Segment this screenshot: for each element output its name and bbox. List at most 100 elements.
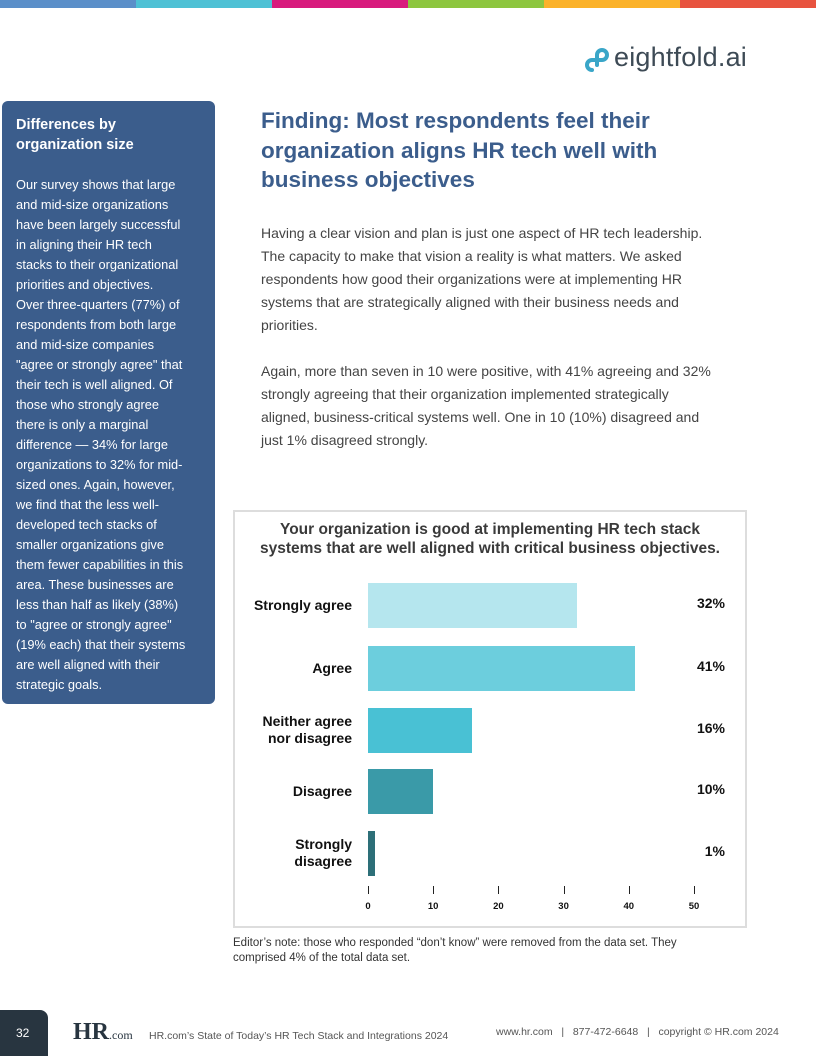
sidebar-text-line: priorities and objectives. bbox=[16, 277, 154, 292]
page-number: 32 bbox=[0, 1010, 48, 1056]
category-label-line: Disagree bbox=[292, 782, 352, 799]
x-tick-label: 20 bbox=[493, 901, 504, 912]
category-label: Strongly agree bbox=[254, 597, 352, 614]
sidebar-text-line: developed tech stacks of bbox=[16, 517, 157, 532]
bar-3 bbox=[368, 769, 434, 814]
sidebar-text-line: (19% each) that their systems bbox=[16, 637, 186, 652]
sidebar-text-line: "agree or strongly agree" that bbox=[16, 357, 183, 372]
sidebar-text-line: to "agree or strongly agree" bbox=[16, 617, 172, 632]
x-tick bbox=[433, 886, 435, 894]
infinity-link-icon bbox=[585, 48, 609, 72]
text-line: strongly agreeing that their organizatio… bbox=[261, 386, 669, 402]
footer-contact: www.hr.com | 877-472-6648 | copyright © … bbox=[496, 1026, 779, 1038]
logo-suffix: .com bbox=[109, 1028, 133, 1042]
category-label-line: Strongly bbox=[295, 836, 352, 852]
sidebar-text-line: and mid-size organizations bbox=[16, 197, 169, 212]
paragraph-1: Having a clear vision and plan is just o… bbox=[261, 222, 741, 337]
text-line: aligned, business-critical systems well.… bbox=[261, 409, 700, 425]
text-line: systems that are strategically aligned w… bbox=[261, 294, 679, 310]
text-line: just 1% disagreed strongly. bbox=[261, 432, 429, 448]
sidebar-text-line: in aligning their HR tech bbox=[16, 237, 152, 252]
x-tick bbox=[563, 886, 565, 894]
title-line: Finding: Most respondents feel their bbox=[261, 108, 650, 133]
bar-1 bbox=[368, 646, 636, 691]
value-label: 16% bbox=[696, 720, 725, 736]
x-tick bbox=[628, 886, 630, 894]
category-label: Strongly disagree bbox=[294, 836, 352, 870]
stripe-segment bbox=[0, 0, 136, 8]
x-tick bbox=[498, 886, 500, 894]
hr-com-logo: HR.com bbox=[73, 1019, 133, 1046]
sidebar-text-line: area. These businesses are bbox=[16, 577, 174, 592]
footer-report-title: HR.com’s State of Today’s HR Tech Stack … bbox=[149, 1030, 449, 1042]
x-tick-label: 40 bbox=[623, 901, 635, 912]
category-label: Disagree bbox=[293, 783, 352, 800]
sidebar-text-line: Our survey shows that large bbox=[16, 177, 176, 192]
paragraph-2: Again, more than seven in 10 were positi… bbox=[261, 360, 741, 452]
stripe-segment bbox=[544, 0, 680, 8]
chart-title-line: systems that are well aligned with criti… bbox=[259, 540, 720, 557]
category-label: Agree bbox=[312, 660, 352, 677]
category-label-line: Agree bbox=[312, 659, 352, 676]
sidebar-text-line: less than half as likely (38%) bbox=[16, 597, 179, 612]
editors-note: Editor’s note: those who responded “don’… bbox=[233, 936, 677, 966]
logo-text: eightfold.ai bbox=[614, 41, 747, 72]
text-line: Again, more than seven in 10 were positi… bbox=[261, 363, 711, 379]
sidebar-text-line: organizations to 32% for mid- bbox=[16, 457, 183, 472]
stripe-segment bbox=[272, 0, 408, 8]
stripe-segment bbox=[136, 0, 272, 8]
text-line: The capacity to make that vision a reali… bbox=[261, 248, 682, 264]
value-label: 32% bbox=[696, 595, 725, 611]
x-tick bbox=[368, 886, 369, 894]
page-title: Finding: Most respondents feel their orga… bbox=[261, 106, 741, 195]
sidebar-text-line: stacks to their organizational bbox=[16, 257, 179, 272]
sidebar-text-line: and mid-size companies bbox=[16, 337, 154, 352]
sidebar-title: Differences by organization size bbox=[16, 115, 201, 155]
sidebar-callout: Differences by organization size Our surv… bbox=[2, 101, 215, 704]
bar-0 bbox=[368, 583, 577, 628]
x-tick bbox=[694, 886, 695, 894]
sidebar-text-line: smaller organizations give bbox=[16, 537, 164, 552]
title-line: business objectives bbox=[261, 167, 475, 192]
category-label-line: nor disagree bbox=[267, 730, 352, 746]
stripe-segment bbox=[408, 0, 544, 8]
x-tick-label: 10 bbox=[427, 901, 439, 912]
text-line: Having a clear vision and plan is just o… bbox=[261, 225, 703, 241]
text-line: priorities. bbox=[261, 317, 318, 333]
note-line: comprised 4% of the total data set. bbox=[233, 952, 411, 964]
logo-text: HR bbox=[73, 1019, 109, 1045]
category-label-line: Strongly agree bbox=[253, 596, 352, 613]
value-label: 10% bbox=[696, 781, 725, 797]
sidebar-text-line: have been largely successful bbox=[16, 217, 181, 232]
sidebar-text-line: difference — 34% for large bbox=[16, 437, 168, 452]
sidebar-text-line: respondents from both large bbox=[16, 317, 177, 332]
sidebar-text-line: them fewer capabilities in this bbox=[16, 557, 184, 572]
title-line: organization aligns HR tech well with bbox=[261, 137, 658, 163]
chart-title-line: Your organization is good at implementin… bbox=[280, 521, 700, 538]
text-line: respondents how good their organizations… bbox=[261, 271, 683, 287]
note-line: Editor’s note: those who responded “don’… bbox=[233, 937, 677, 949]
sidebar-body: Our survey shows that large and mid-size … bbox=[16, 175, 201, 695]
sidebar-text-line: their tech is well aligned. Of bbox=[16, 377, 173, 392]
bar-4 bbox=[368, 831, 375, 876]
sidebar-title-line: Differences by bbox=[16, 117, 116, 133]
eightfold-logo: eightfold.ai bbox=[584, 40, 747, 74]
stripe-segment bbox=[680, 0, 816, 8]
value-label: 41% bbox=[696, 658, 725, 674]
category-label-line: Neither agree bbox=[262, 713, 352, 729]
sidebar-text-line: strategic goals. bbox=[16, 677, 103, 692]
sidebar-text-line: those who strongly agree bbox=[16, 397, 159, 412]
bar-2 bbox=[368, 708, 473, 753]
category-label-line: disagree bbox=[294, 853, 352, 869]
x-tick-label: 0 bbox=[365, 901, 371, 912]
sidebar-text-line: we find that the less well- bbox=[16, 497, 159, 512]
sidebar-text-line: Over three-quarters (77%) of bbox=[16, 297, 180, 312]
bar-chart: Your organization is good at implementin… bbox=[233, 510, 747, 928]
value-label: 1% bbox=[704, 843, 725, 859]
sidebar-title-line: organization size bbox=[16, 137, 134, 153]
sidebar-text-line: sized ones. Again, however, bbox=[16, 477, 175, 492]
sidebar-text-line: there is only a marginal bbox=[16, 417, 149, 432]
chart-title: Your organization is good at implementin… bbox=[235, 520, 745, 558]
sidebar-text-line: are well aligned with their bbox=[16, 657, 160, 672]
x-tick-label: 30 bbox=[558, 901, 569, 912]
